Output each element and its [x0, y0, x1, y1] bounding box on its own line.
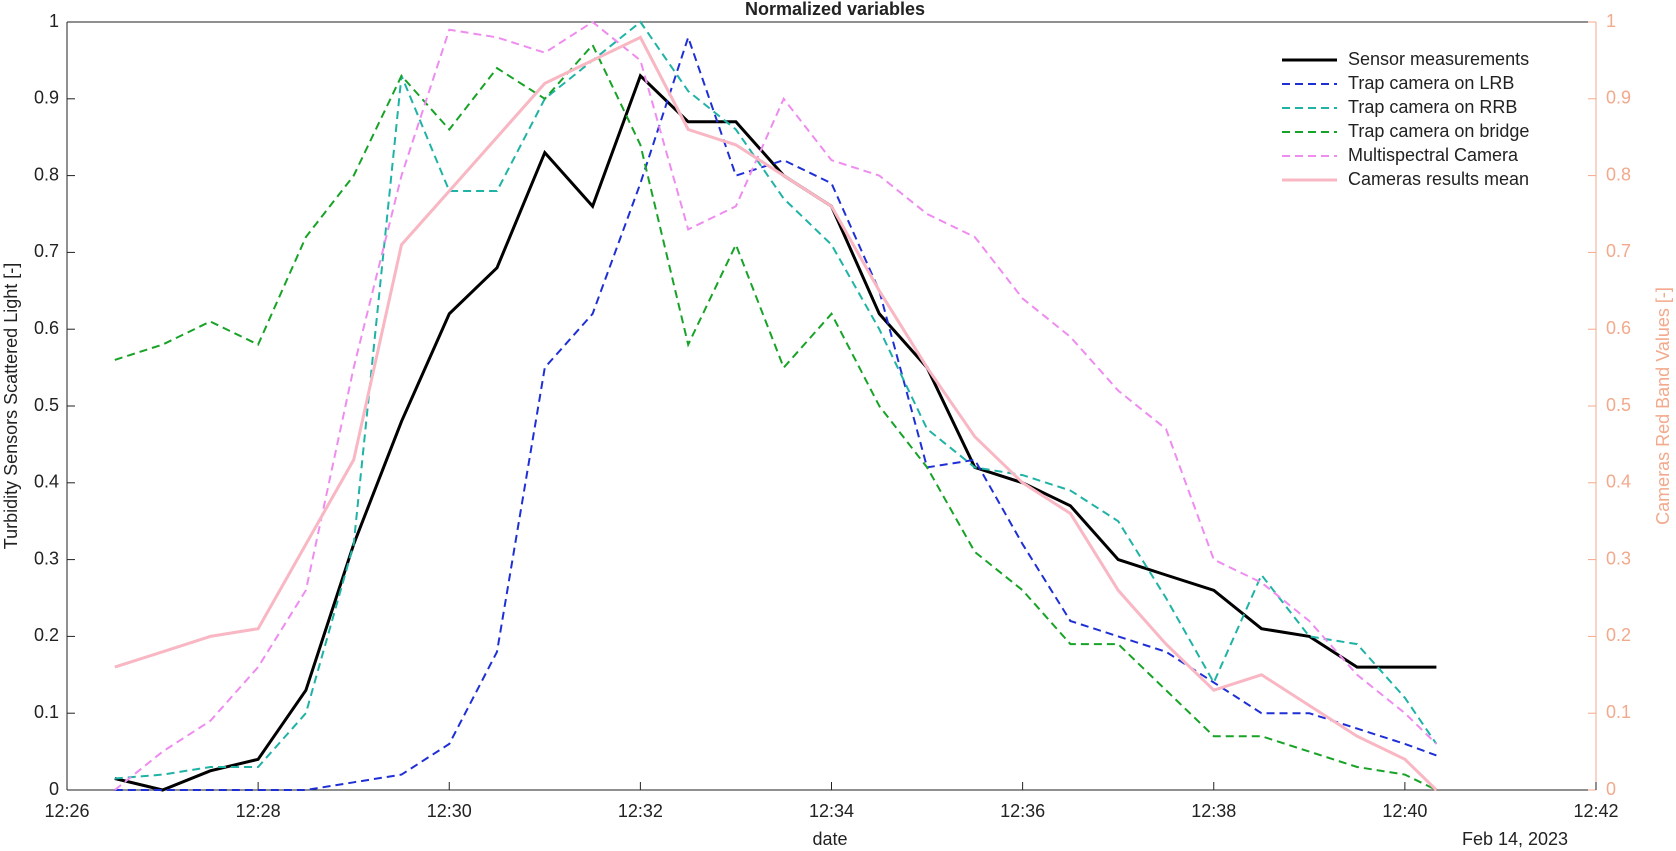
- y-tick-label: 0: [49, 779, 59, 799]
- y-tick-label: 0.4: [34, 472, 59, 492]
- y-tick-label: 0.3: [34, 548, 59, 568]
- x-tick-label: 12:26: [44, 801, 89, 821]
- y2-tick-label: 1: [1606, 11, 1616, 31]
- y2-tick-label: 0.5: [1606, 395, 1631, 415]
- y-tick-label: 0.2: [34, 625, 59, 645]
- legend-label: Trap camera on LRB: [1348, 73, 1514, 93]
- x-tick-label: 12:30: [427, 801, 472, 821]
- y-tick-label: 0.1: [34, 702, 59, 722]
- x-tick-label: 12:40: [1382, 801, 1427, 821]
- x-date-label: Feb 14, 2023: [1462, 829, 1568, 849]
- y2-tick-label: 0.7: [1606, 241, 1631, 261]
- x-tick-label: 12:38: [1191, 801, 1236, 821]
- y2-tick-label: 0: [1606, 779, 1616, 799]
- y-axis-label: Turbidity Sensors Scattered Light [-]: [1, 263, 21, 549]
- legend-label: Sensor measurements: [1348, 49, 1529, 69]
- series-line: [114, 35, 1438, 792]
- x-axis-label: date: [812, 829, 847, 849]
- x-tick-label: 12:32: [618, 801, 663, 821]
- x-tick-label: 12:36: [1000, 801, 1045, 821]
- y2-tick-label: 0.2: [1606, 625, 1631, 645]
- series-line: [114, 43, 1437, 791]
- legend-label: Cameras results mean: [1348, 169, 1529, 189]
- y-tick-label: 0.9: [34, 88, 59, 108]
- legend-label: Trap camera on RRB: [1348, 97, 1517, 117]
- series-line: [114, 34, 1437, 791]
- y2-tick-label: 0.8: [1606, 164, 1631, 184]
- series-line: [114, 20, 1438, 791]
- y-tick-label: 0.5: [34, 395, 59, 415]
- y2-tick-label: 0.4: [1606, 472, 1631, 492]
- legend-label: Multispectral Camera: [1348, 145, 1519, 165]
- y2-axis-label: Cameras Red Band Values [-]: [1653, 287, 1673, 525]
- x-tick-label: 12:42: [1573, 801, 1618, 821]
- y-tick-label: 0.7: [34, 241, 59, 261]
- y2-tick-label: 0.3: [1606, 548, 1631, 568]
- y2-tick-label: 0.9: [1606, 88, 1631, 108]
- x-tick-label: 12:28: [236, 801, 281, 821]
- y2-tick-label: 0.6: [1606, 318, 1631, 338]
- y2-tick-label: 0.1: [1606, 702, 1631, 722]
- y-tick-label: 0.8: [34, 164, 59, 184]
- y-tick-label: 0.6: [34, 318, 59, 338]
- y-tick-label: 1: [49, 11, 59, 31]
- x-tick-label: 12:34: [809, 801, 854, 821]
- legend-label: Trap camera on bridge: [1348, 121, 1529, 141]
- chart-title: Normalized variables: [745, 0, 925, 19]
